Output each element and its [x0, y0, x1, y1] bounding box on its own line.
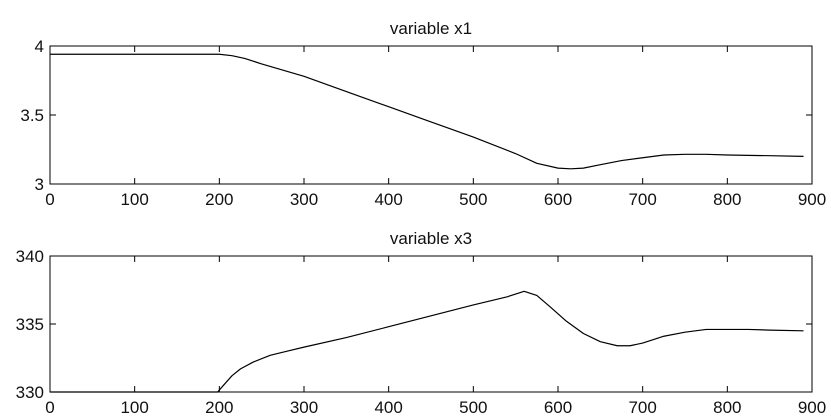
x-tick-label: 600 — [544, 398, 572, 417]
y-tick-label: 330 — [16, 383, 44, 402]
y-tick-label: 3 — [35, 175, 44, 194]
chart-title: variable x3 — [390, 229, 472, 248]
x-tick-label: 0 — [45, 398, 54, 417]
y-tick-label: 340 — [16, 247, 44, 266]
x-tick-label: 300 — [290, 398, 318, 417]
x-tick-label: 700 — [628, 190, 656, 209]
x-tick-label: 300 — [290, 190, 318, 209]
chart-title: variable x1 — [390, 19, 472, 38]
plot-area — [49, 255, 813, 393]
x-tick-label: 400 — [374, 190, 402, 209]
x-tick-label: 500 — [459, 190, 487, 209]
x-tick-label: 100 — [120, 190, 148, 209]
x-tick-label: 800 — [713, 398, 741, 417]
x-tick-label: 200 — [205, 190, 233, 209]
x-tick-label: 200 — [205, 398, 233, 417]
x-tick-label: 0 — [45, 190, 54, 209]
series-line — [50, 53, 804, 170]
x-tick-label: 100 — [120, 398, 148, 417]
x-tick-label: 900 — [798, 398, 826, 417]
chart-variable-x1: variable x1 0 100 200 300 400 500 600 700 800 900 3… — [20, 19, 826, 209]
x-tick-label: 600 — [544, 190, 572, 209]
y-tick-label: 335 — [16, 315, 44, 334]
chart-variable-x3: variable x3 0 100 200 300 400 500 600 700 800 900 3… — [16, 229, 827, 417]
y-tick-label: 3.5 — [20, 106, 44, 125]
x-tick-label: 900 — [798, 190, 826, 209]
series-line — [50, 290, 804, 393]
x-tick-label: 800 — [713, 190, 741, 209]
x-tick-label: 400 — [374, 398, 402, 417]
x-tick-label: 700 — [628, 398, 656, 417]
x-tick-label: 500 — [459, 398, 487, 417]
plot-area — [49, 45, 813, 185]
y-tick-label: 4 — [35, 37, 44, 56]
